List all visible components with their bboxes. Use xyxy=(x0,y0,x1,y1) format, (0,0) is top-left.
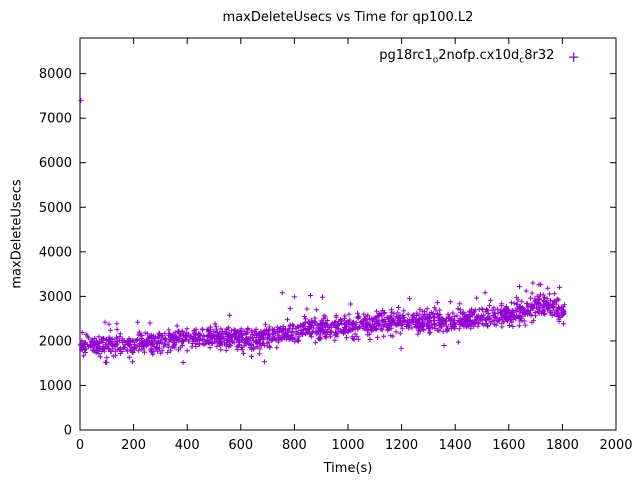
plot-frame xyxy=(79,37,617,431)
legend-label-segment: c xyxy=(519,55,525,66)
y-tick-label: 2000 xyxy=(39,334,72,349)
x-tick-label: 1400 xyxy=(439,438,472,453)
legend-label-segment: 2nofp.cx10d xyxy=(438,48,520,63)
x-tick-label: 0 xyxy=(76,438,84,453)
y-tick-label: 5000 xyxy=(39,201,72,216)
x-tick-label: 200 xyxy=(121,438,146,453)
x-tick-label: 800 xyxy=(282,438,307,453)
x-tick-label: 400 xyxy=(175,438,200,453)
y-tick-label: 3000 xyxy=(39,290,72,305)
x-axis-label: Time(s) xyxy=(323,461,373,476)
scatter-series-pg18rc1o2nofp.cx10dc8r32 xyxy=(78,97,567,365)
legend-label-segment: o xyxy=(432,55,439,66)
x-tick-label: 1200 xyxy=(385,438,418,453)
legend-label-segment: 8r32 xyxy=(524,48,555,63)
chart-title: maxDeleteUsecs vs Time for qp100.L2 xyxy=(222,10,474,25)
axis-ticks: 0 200 400 600 800 1000 1200 1400 1600 1800 2000 0 10… xyxy=(39,38,633,453)
legend-label-segment: pg18rc1 xyxy=(379,48,433,63)
y-tick-label: 1000 xyxy=(39,379,72,394)
x-tick-label: 1800 xyxy=(546,438,579,453)
legend-label: pg18rc1o2nofp.cx10dc8r32 xyxy=(379,49,554,66)
y-axis-label: maxDeleteUsecs xyxy=(9,179,25,289)
x-tick-label: 600 xyxy=(228,438,253,453)
legend-marker-icon: + xyxy=(567,47,580,66)
y-tick-label: 6000 xyxy=(39,156,72,171)
x-tick-label: 1600 xyxy=(492,438,525,453)
scatter-points xyxy=(78,97,567,365)
y-tick-label: 7000 xyxy=(39,112,72,127)
y-tick-label: 0 xyxy=(64,424,72,439)
x-tick-label: 1000 xyxy=(331,438,364,453)
legend: pg18rc1o2nofp.cx10dc8r32 + xyxy=(379,49,580,66)
y-tick-label: 4000 xyxy=(39,245,72,260)
y-tick-label: 8000 xyxy=(39,67,72,82)
x-tick-label: 2000 xyxy=(599,438,632,453)
